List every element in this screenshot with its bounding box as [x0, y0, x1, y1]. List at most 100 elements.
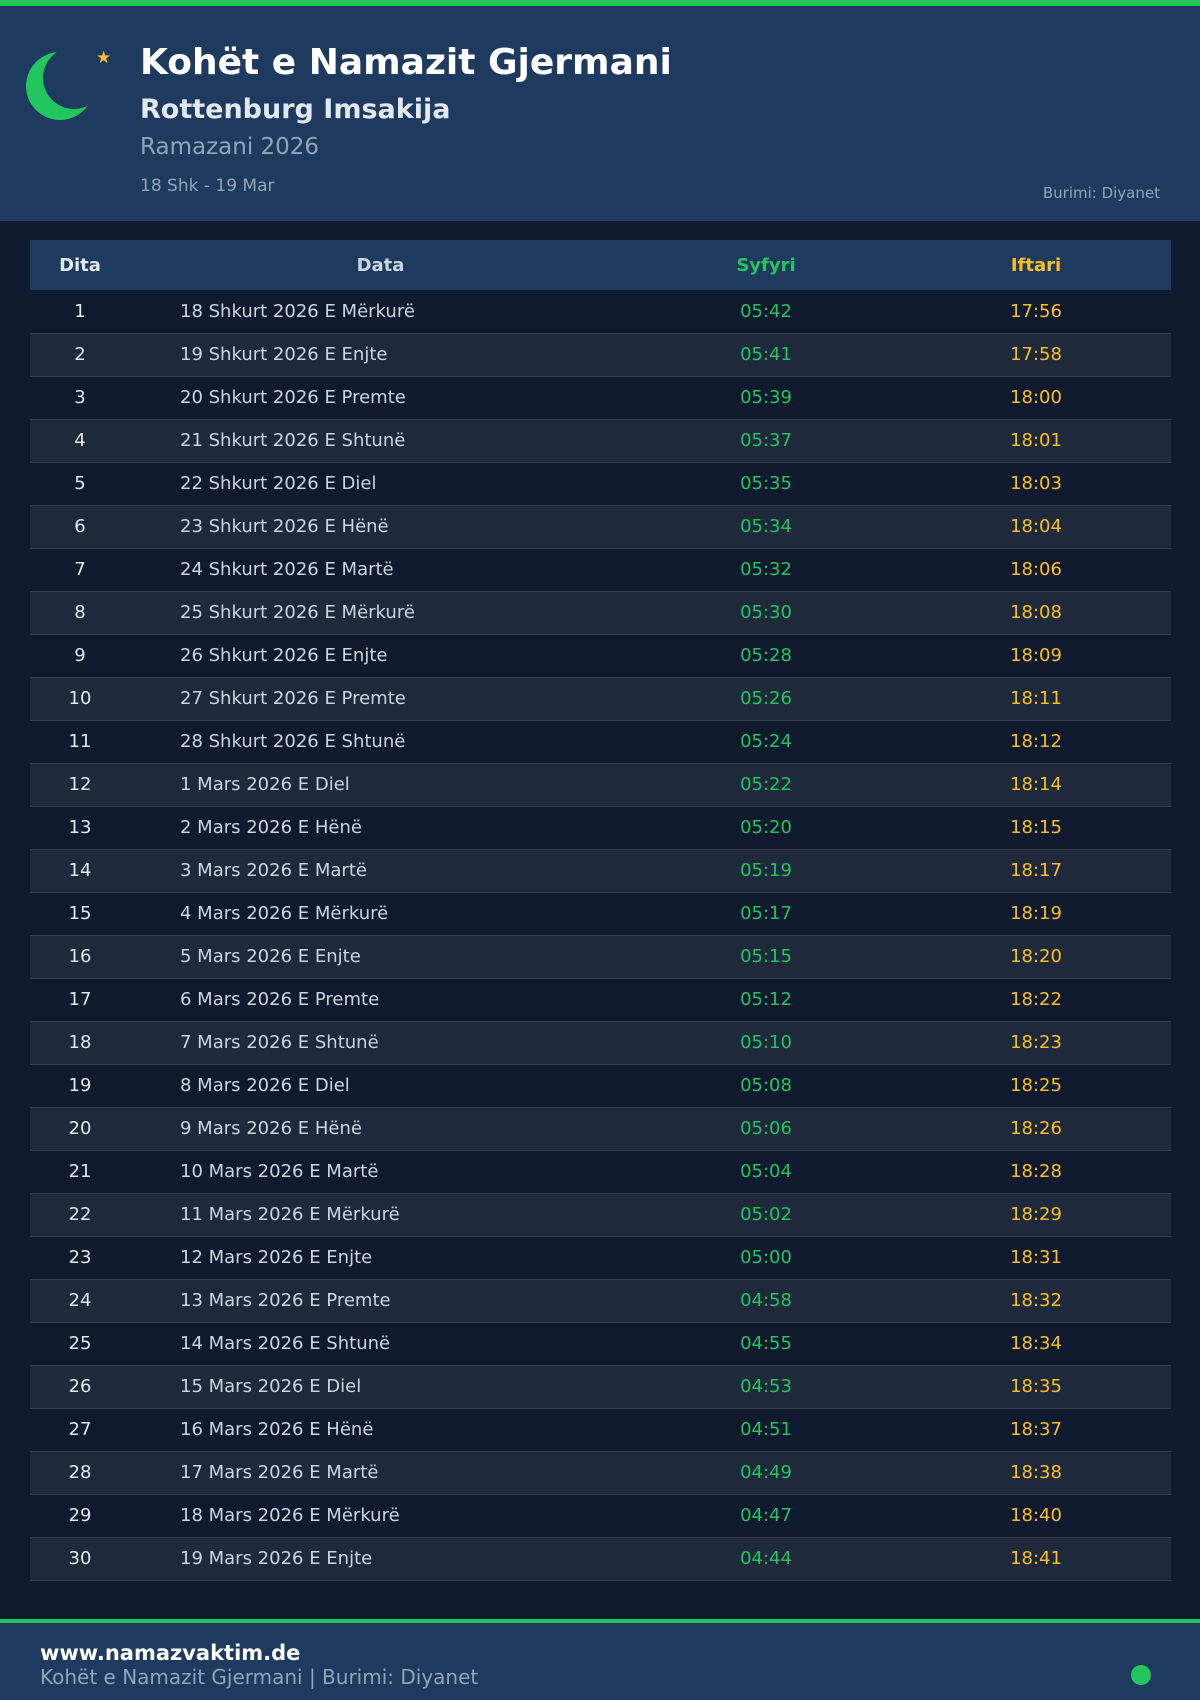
iftar-time-cell: 18:14 — [901, 763, 1171, 807]
date-cell: 22 Shkurt 2026 E Diel — [130, 462, 631, 506]
suhoor-time-cell: 04:58 — [631, 1279, 901, 1323]
day-cell: 16 — [30, 935, 130, 979]
iftar-time-cell: 18:22 — [901, 978, 1171, 1022]
iftar-time-cell: 18:38 — [901, 1451, 1171, 1495]
date-cell: 13 Mars 2026 E Premte — [130, 1279, 631, 1323]
table-row: 24 13 Mars 2026 E Premte 04:58 18:32 — [30, 1279, 1171, 1323]
date-cell: 7 Mars 2026 E Shtunë — [130, 1021, 631, 1065]
day-cell: 6 — [30, 505, 130, 549]
date-cell: 26 Shkurt 2026 E Enjte — [130, 634, 631, 678]
iftar-time-cell: 18:37 — [901, 1408, 1171, 1452]
date-cell: 24 Shkurt 2026 E Martë — [130, 548, 631, 592]
suhoor-time-cell: 05:04 — [631, 1150, 901, 1194]
date-cell: 18 Shkurt 2026 E Mërkurë — [130, 290, 631, 334]
table-row: 23 12 Mars 2026 E Enjte 05:00 18:31 — [30, 1236, 1171, 1280]
date-cell: 27 Shkurt 2026 E Premte — [130, 677, 631, 721]
suhoor-time-cell: 05:41 — [631, 333, 901, 377]
table-row: 17 6 Mars 2026 E Premte 05:12 18:22 — [30, 978, 1171, 1022]
table-header-row: Dita Data Syfyri Iftari — [30, 240, 1171, 290]
iftar-time-cell: 18:25 — [901, 1064, 1171, 1108]
iftar-time-cell: 18:12 — [901, 720, 1171, 764]
table-row: 10 27 Shkurt 2026 E Premte 05:26 18:11 — [30, 677, 1171, 721]
day-cell: 15 — [30, 892, 130, 936]
table-row: 9 26 Shkurt 2026 E Enjte 05:28 18:09 — [30, 634, 1171, 678]
day-cell: 8 — [30, 591, 130, 635]
iftar-time-cell: 18:32 — [901, 1279, 1171, 1323]
website-link[interactable]: www.namazvaktim.de — [40, 1641, 301, 1665]
iftar-time-cell: 18:08 — [901, 591, 1171, 635]
table-row: 16 5 Mars 2026 E Enjte 05:15 18:20 — [30, 935, 1171, 979]
date-range: 18 Shk - 19 Mar — [140, 176, 275, 196]
table-row: 13 2 Mars 2026 E Hënë 05:20 18:15 — [30, 806, 1171, 850]
suhoor-time-cell: 05:19 — [631, 849, 901, 893]
iftar-time-cell: 18:41 — [901, 1537, 1171, 1581]
table-row: 12 1 Mars 2026 E Diel 05:22 18:14 — [30, 763, 1171, 807]
date-cell: 20 Shkurt 2026 E Premte — [130, 376, 631, 420]
source-label: Burimi: Diyanet — [1042, 184, 1160, 202]
date-cell: 25 Shkurt 2026 E Mërkurë — [130, 591, 631, 635]
iftar-time-cell: 18:11 — [901, 677, 1171, 721]
suhoor-time-cell: 05:37 — [631, 419, 901, 463]
suhoor-time-cell: 05:28 — [631, 634, 901, 678]
iftar-time-cell: 18:19 — [901, 892, 1171, 936]
table-row: 27 16 Mars 2026 E Hënë 04:51 18:37 — [30, 1408, 1171, 1452]
table-row: 4 21 Shkurt 2026 E Shtunë 05:37 18:01 — [30, 419, 1171, 463]
page-title: Kohët e Namazit Gjermani — [140, 42, 672, 83]
table-row: 30 19 Mars 2026 E Enjte 04:44 18:41 — [30, 1537, 1171, 1581]
status-dot — [1131, 1665, 1151, 1685]
table-row: 21 10 Mars 2026 E Martë 05:04 18:28 — [30, 1150, 1171, 1194]
date-cell: 6 Mars 2026 E Premte — [130, 978, 631, 1022]
iftar-time-cell: 18:17 — [901, 849, 1171, 893]
table-row: 26 15 Mars 2026 E Diel 04:53 18:35 — [30, 1365, 1171, 1409]
suhoor-time-cell: 05:35 — [631, 462, 901, 506]
iftar-time-cell: 18:28 — [901, 1150, 1171, 1194]
day-cell: 9 — [30, 634, 130, 678]
table-row: 19 8 Mars 2026 E Diel 05:08 18:25 — [30, 1064, 1171, 1108]
day-cell: 4 — [30, 419, 130, 463]
column-header-suhoor: Syfyri — [631, 240, 901, 290]
iftar-time-cell: 18:35 — [901, 1365, 1171, 1409]
table-row: 5 22 Shkurt 2026 E Diel 05:35 18:03 — [30, 462, 1171, 506]
day-cell: 30 — [30, 1537, 130, 1581]
suhoor-time-cell: 05:12 — [631, 978, 901, 1022]
prayer-times-table: Dita Data Syfyri Iftari 1 18 Shkurt 2026 … — [30, 240, 1171, 1581]
iftar-time-cell: 18:31 — [901, 1236, 1171, 1280]
iftar-time-cell: 17:58 — [901, 333, 1171, 377]
column-header-date: Data — [130, 240, 631, 290]
iftar-time-cell: 18:01 — [901, 419, 1171, 463]
suhoor-time-cell: 05:17 — [631, 892, 901, 936]
suhoor-time-cell: 04:53 — [631, 1365, 901, 1409]
suhoor-time-cell: 05:42 — [631, 290, 901, 334]
table-row: 2 19 Shkurt 2026 E Enjte 05:41 17:58 — [30, 333, 1171, 377]
day-cell: 2 — [30, 333, 130, 377]
table-row: 25 14 Mars 2026 E Shtunë 04:55 18:34 — [30, 1322, 1171, 1366]
day-cell: 24 — [30, 1279, 130, 1323]
top-accent-bar — [0, 0, 1200, 6]
table-row: 29 18 Mars 2026 E Mërkurë 04:47 18:40 — [30, 1494, 1171, 1538]
table-row: 20 9 Mars 2026 E Hënë 05:06 18:26 — [30, 1107, 1171, 1151]
crescent-moon-icon — [26, 50, 96, 120]
footer-accent-line — [0, 1619, 1200, 1623]
iftar-time-cell: 18:15 — [901, 806, 1171, 850]
iftar-time-cell: 18:40 — [901, 1494, 1171, 1538]
date-cell: 15 Mars 2026 E Diel — [130, 1365, 631, 1409]
suhoor-time-cell: 05:20 — [631, 806, 901, 850]
iftar-time-cell: 18:06 — [901, 548, 1171, 592]
table-row: 8 25 Shkurt 2026 E Mërkurë 05:30 18:08 — [30, 591, 1171, 635]
suhoor-time-cell: 05:39 — [631, 376, 901, 420]
suhoor-time-cell: 04:49 — [631, 1451, 901, 1495]
day-cell: 25 — [30, 1322, 130, 1366]
day-cell: 3 — [30, 376, 130, 420]
day-cell: 10 — [30, 677, 130, 721]
day-cell: 7 — [30, 548, 130, 592]
date-cell: 19 Shkurt 2026 E Enjte — [130, 333, 631, 377]
suhoor-time-cell: 04:51 — [631, 1408, 901, 1452]
date-cell: 4 Mars 2026 E Mërkurë — [130, 892, 631, 936]
iftar-time-cell: 18:00 — [901, 376, 1171, 420]
season-label: Ramazani 2026 — [140, 134, 320, 160]
day-cell: 19 — [30, 1064, 130, 1108]
suhoor-time-cell: 04:55 — [631, 1322, 901, 1366]
date-cell: 18 Mars 2026 E Mërkurë — [130, 1494, 631, 1538]
suhoor-time-cell: 05:24 — [631, 720, 901, 764]
date-cell: 8 Mars 2026 E Diel — [130, 1064, 631, 1108]
